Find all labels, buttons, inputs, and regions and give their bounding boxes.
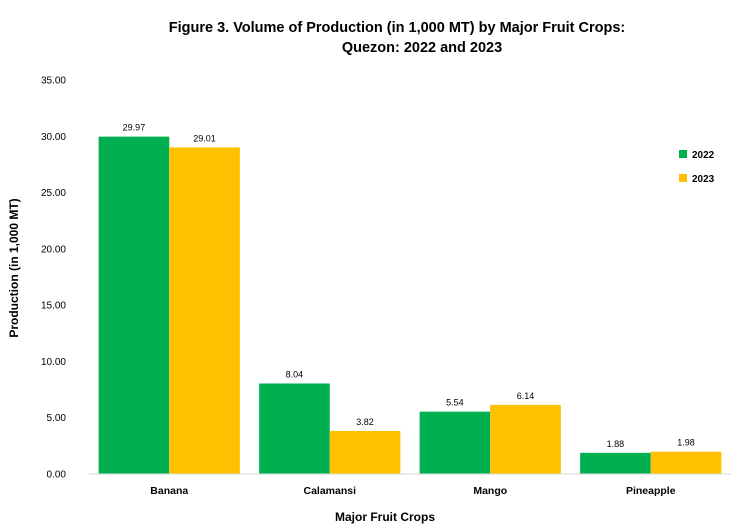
data-label: 1.98 bbox=[677, 438, 695, 448]
data-label: 29.97 bbox=[123, 123, 146, 133]
y-tick-label: 0.00 bbox=[47, 470, 67, 481]
data-label: 5.54 bbox=[446, 398, 464, 408]
bars bbox=[98, 136, 722, 475]
bar-banana-2023 bbox=[169, 147, 240, 474]
legend-swatch-2022 bbox=[679, 150, 687, 158]
x-axis-title: Major Fruit Crops bbox=[335, 510, 435, 524]
y-axis-title: Production (in 1,000 MT) bbox=[7, 198, 21, 337]
y-axis-ticks: 0.00 5.00 10.00 15.00 20.00 25.00 30.00 35.00 bbox=[41, 76, 66, 481]
x-category-label: Mango bbox=[473, 485, 507, 497]
x-axis-categories: Banana Calamansi Mango Pineapple bbox=[150, 485, 675, 497]
bar-mango-2023 bbox=[490, 404, 561, 474]
y-tick-label: 10.00 bbox=[41, 357, 66, 368]
x-category-label: Banana bbox=[150, 485, 188, 497]
legend-label-2022: 2022 bbox=[692, 150, 715, 161]
data-label: 8.04 bbox=[286, 369, 304, 379]
x-category-label: Pineapple bbox=[626, 485, 676, 497]
bar-mango-2022 bbox=[419, 411, 491, 474]
y-tick-label: 20.00 bbox=[41, 244, 66, 255]
legend: 2022 2023 bbox=[679, 150, 715, 185]
bar-calamansi-2023 bbox=[329, 430, 401, 474]
y-tick-label: 35.00 bbox=[41, 76, 66, 87]
data-label: 3.82 bbox=[356, 417, 374, 427]
legend-swatch-2023 bbox=[679, 174, 687, 182]
y-tick-label: 25.00 bbox=[41, 188, 66, 199]
legend-label-2023: 2023 bbox=[692, 174, 715, 185]
chart-title-line-1: Figure 3. Volume of Production (in 1,000… bbox=[169, 20, 626, 36]
bar-pineapple-2023 bbox=[650, 451, 722, 474]
x-category-label: Calamansi bbox=[303, 485, 356, 497]
y-tick-label: 30.00 bbox=[41, 132, 66, 143]
bar-pineapple-2022 bbox=[580, 452, 651, 474]
chart-title-line-2: Quezon: 2022 and 2023 bbox=[342, 40, 502, 56]
data-label: 6.14 bbox=[517, 391, 535, 401]
bar-banana-2022 bbox=[98, 136, 170, 475]
data-label: 1.88 bbox=[607, 439, 625, 449]
bar-calamansi-2022 bbox=[259, 383, 330, 474]
y-tick-label: 5.00 bbox=[47, 413, 67, 424]
data-label: 29.01 bbox=[193, 133, 216, 143]
data-labels: 29.97 29.01 8.04 3.82 5.54 6.14 1.88 1.98 bbox=[123, 123, 695, 449]
y-tick-label: 15.00 bbox=[41, 301, 66, 312]
